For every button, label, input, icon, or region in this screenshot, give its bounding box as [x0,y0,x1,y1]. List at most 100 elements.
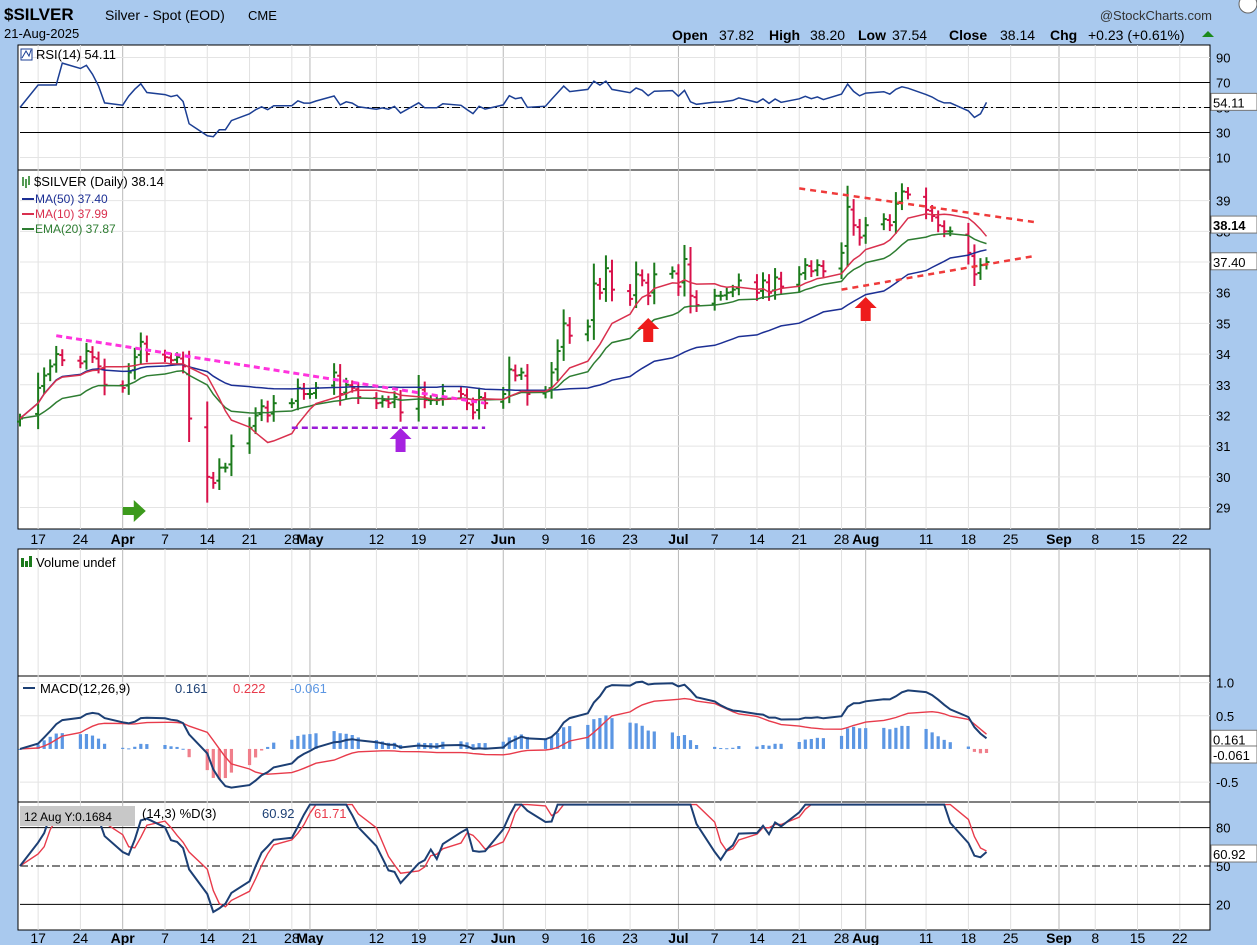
macd-legend-hist: -0.061 [290,681,327,696]
x-axis-tick-label: 14 [749,930,765,945]
macd-histogram-bar [247,748,252,766]
price-axis-tick: 30 [1216,470,1230,485]
macd-histogram-bar [513,735,517,749]
plot-layer [17,62,1036,914]
macd-histogram-bar [36,744,40,749]
up-arrow-icon [389,428,412,452]
x-axis-tick-label: 22 [1172,531,1188,547]
x-axis-tick-label: 14 [199,531,215,547]
x-axis-tick-label: 25 [1003,930,1019,945]
macd-histogram-bar [682,735,687,749]
macd-legend-signal: 0.222 [233,681,266,696]
macd-histogram-bar [821,738,826,749]
macd-histogram-bar [713,746,717,749]
macd-histogram-bar [924,728,928,749]
macd-histogram-bar [169,746,173,749]
macd-histogram-bar [60,733,64,749]
macd-histogram-bar [543,738,548,749]
macd-histogram-bar [737,746,741,749]
x-axis-tick-label: Sep [1046,531,1072,547]
stoch-last-tag-box [1210,844,1257,863]
x-axis-tick-label: 17 [30,930,46,945]
up-triangle-icon [1202,31,1214,37]
macd-histogram-bar [966,746,970,749]
macd-histogram-bar [223,748,227,779]
open-label: Open [672,27,708,43]
macd-histogram-bar [356,737,360,749]
macd-histogram-bar [839,735,844,749]
x-axis-tick-label: 12 [369,930,385,945]
price-axis-tick: 36 [1216,286,1230,301]
macd-histogram-bar [145,744,149,749]
rsi-legend-icon [20,48,33,61]
x-axis-tick-label: 27 [459,930,475,945]
exchange-label: CME [248,8,277,23]
x-axis-tick-label: 28 [834,531,850,547]
close-value: 38.14 [1000,27,1035,43]
ma50-last-tag-box [1210,252,1257,271]
x-axis-tick-label: 22 [1172,930,1188,945]
macd-histogram-bar [211,748,215,778]
macd-histogram-bar [900,725,904,749]
volume-panel [17,548,1211,677]
x-axis-tick-label: 24 [73,531,89,547]
x-axis-tick-label: 21 [791,930,807,945]
macd-histogram-bar [133,746,137,749]
macd-histogram-bar [598,718,602,749]
macd-histogram-bar [96,738,101,749]
price-axis-tick: 32 [1216,408,1230,423]
macd-histogram-bar [936,736,940,749]
price-legend-title: $SILVER (Daily) 38.14 [34,174,164,189]
x-axis-tick-label: 7 [161,531,169,547]
macd-histogram-bar [803,739,807,749]
trendline-triangle_top [799,187,1035,224]
macd-histogram-bar [942,739,946,749]
stoch-legend: (14,3) %D(3) 60.92 61.71 12 Aug Y:0.1684 [20,806,347,826]
macd-histogram-bar [864,728,868,749]
macd-histogram-bar [187,748,191,758]
ma50-legend-text: MA(50) 37.40 [35,192,108,206]
rsi-axis-tick: 90 [1216,51,1230,66]
x-axis-tick-label: 28 [284,531,300,547]
macd-histogram-bar [562,727,566,749]
x-axis-tick-label: 8 [1091,531,1099,547]
macd-histogram-bar [779,743,783,749]
macd-histogram-bar [755,746,759,749]
up-arrow-icon [637,318,660,342]
rsi-last-tag-box [1210,92,1257,111]
x-axis-tick-label: 7 [711,930,719,945]
x-axis-tick-label: 28 [284,930,300,945]
volume-legend: Volume undef [21,555,116,570]
x-axis-tick-label: 27 [459,531,475,547]
macd-histogram-bar [978,748,983,754]
high-label: High [769,27,800,43]
x-axis-tick-label: 19 [411,930,427,945]
macd-histogram-bar [175,746,179,749]
macd-histogram-bar [253,748,258,758]
x-axis-tick-label: 15 [1130,531,1146,547]
stoch-axis-tick: 20 [1216,897,1230,912]
macd-histogram-bar [894,727,898,749]
x-axis-tick-label: Jul [668,930,688,945]
macd-histogram-bar [568,726,572,749]
macd-histogram-bar [628,722,632,749]
x-axis-tick-label: 17 [30,531,46,547]
macd-last-tag: 0.161 [1213,732,1246,747]
x-axis-tick-label: 21 [242,930,258,945]
macd-histogram-bar [217,748,221,780]
macd-axis-tick: 1.0 [1216,676,1234,691]
symbol-title: $SILVER [4,5,74,24]
volume-legend-text: Volume undef [36,555,116,570]
macd-histogram-bar [948,742,952,749]
ma50-last-tag: 37.40 [1213,255,1246,270]
macd-histogram-bar [845,728,850,749]
trendline-resistance_pink [56,334,486,405]
info-circle-icon[interactable] [1238,0,1257,14]
macd-legend-macd: 0.161 [175,681,208,696]
rsi-last-tag: 54.11 [1213,95,1245,110]
macd-histogram-bar [260,748,264,751]
macd-histogram-bar [719,748,723,750]
macd-histogram-bar [266,746,270,749]
macd-histogram-bar [773,743,777,749]
